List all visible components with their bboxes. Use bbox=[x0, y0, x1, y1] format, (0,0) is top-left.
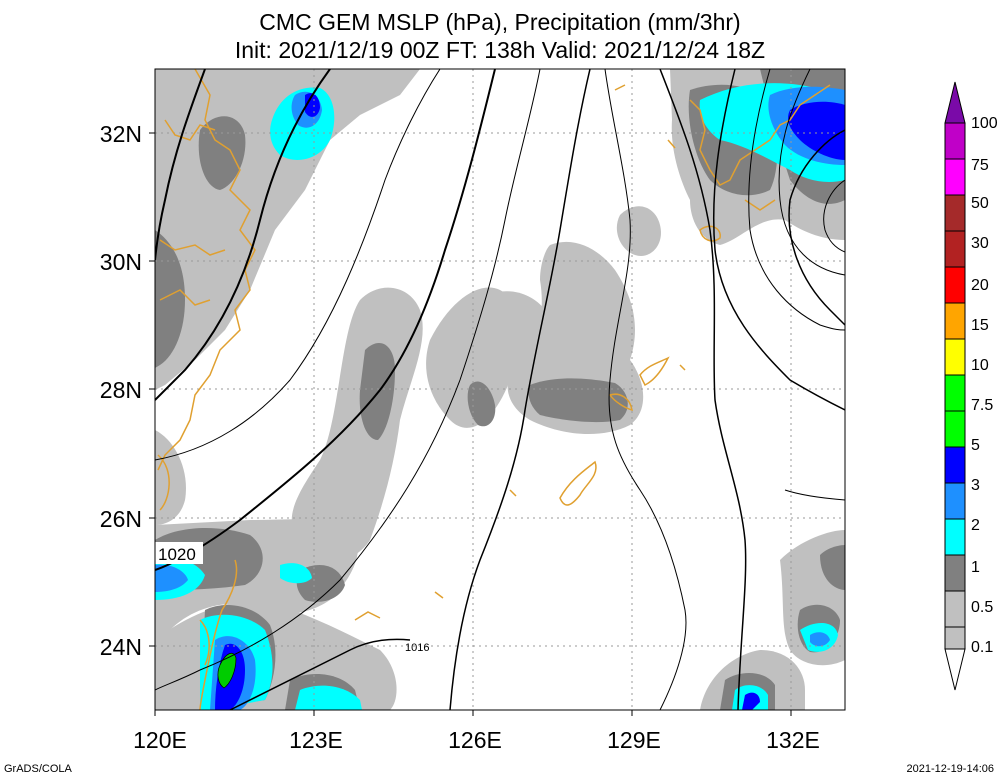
isobar-label-bg bbox=[155, 542, 203, 564]
colorbar-label-0.5: 0.5 bbox=[971, 599, 993, 616]
colorbar-label-3: 3 bbox=[971, 477, 980, 494]
colorbar-swatch-lowest bbox=[944, 590, 966, 628]
colorbar-bottom-arrow bbox=[944, 648, 966, 691]
map-title: CMC GEM MSLP (hPa), Precipitation (mm/3h… bbox=[259, 9, 741, 35]
colorbar-label-1: 1 bbox=[971, 559, 980, 576]
colorbar-swatch-7.5-10 bbox=[944, 338, 966, 376]
colorbar-swatch-5-7.5 bbox=[944, 374, 966, 412]
colorbar-swatch-0.1-0.5 bbox=[944, 554, 966, 592]
colorbar-label-0.1: 0.1 bbox=[971, 639, 993, 656]
x-axis-labels: 120E 123E 126E 129E 132E bbox=[133, 727, 820, 753]
y-tick-26N: 26N bbox=[100, 506, 142, 532]
colorbar-swatch-0.1 bbox=[944, 626, 966, 650]
y-tick-24N: 24N bbox=[100, 634, 142, 660]
colorbar-label-20: 20 bbox=[971, 277, 989, 294]
colorbar bbox=[944, 81, 966, 691]
colorbar-swatch-1-2 bbox=[944, 482, 966, 520]
colorbar-label-100: 100 bbox=[971, 115, 998, 132]
colorbar-swatch-2-3 bbox=[944, 446, 966, 484]
y-tick-30N: 30N bbox=[100, 249, 142, 275]
y-axis-labels: 32N 30N 28N 26N 24N bbox=[100, 121, 142, 660]
y-tick-28N: 28N bbox=[100, 377, 142, 403]
colorbar-label-2: 2 bbox=[971, 517, 980, 534]
software-credit: GrADS/COLA bbox=[4, 763, 72, 775]
colorbar-label-15: 15 bbox=[971, 317, 989, 334]
colorbar-swatch-0.5-1 bbox=[944, 518, 966, 556]
colorbar-top-arrow bbox=[944, 81, 966, 124]
isobar-label-1016: 1016 bbox=[405, 642, 429, 654]
colorbar-swatch-75-100 bbox=[944, 122, 966, 160]
x-tick-129E: 129E bbox=[607, 727, 661, 753]
x-tick-126E: 126E bbox=[448, 727, 502, 753]
x-tick-132E: 132E bbox=[766, 727, 820, 753]
y-tick-32N: 32N bbox=[100, 121, 142, 147]
colorbar-label-7.5: 7.5 bbox=[971, 397, 993, 414]
colorbar-swatch-3-5 bbox=[944, 410, 966, 448]
isobar-label-1020: 1020 bbox=[158, 545, 196, 564]
x-tick-120E: 120E bbox=[133, 727, 187, 753]
colorbar-label-30: 30 bbox=[971, 235, 989, 252]
colorbar-label-10: 10 bbox=[971, 357, 989, 374]
colorbar-swatch-20-30 bbox=[944, 230, 966, 268]
colorbar-swatch-50-75 bbox=[944, 158, 966, 196]
colorbar-label-75: 75 bbox=[971, 157, 989, 174]
colorbar-label-5: 5 bbox=[971, 437, 980, 454]
colorbar-swatch-15-20 bbox=[944, 266, 966, 304]
colorbar-labels: 100 75 50 30 20 15 10 7.5 5 3 2 1 0.5 0.… bbox=[971, 115, 998, 656]
generated-timestamp: 2021-12-19-14:06 bbox=[906, 763, 994, 775]
isobars bbox=[155, 69, 845, 710]
colorbar-label-50: 50 bbox=[971, 195, 989, 212]
map-subtitle: Init: 2021/12/19 00Z FT: 138h Valid: 202… bbox=[234, 37, 766, 63]
colorbar-swatch-10-15 bbox=[944, 302, 966, 340]
colorbar-swatch-30-50 bbox=[944, 194, 966, 232]
x-tick-123E: 123E bbox=[289, 727, 343, 753]
axis-ticks bbox=[149, 132, 792, 716]
